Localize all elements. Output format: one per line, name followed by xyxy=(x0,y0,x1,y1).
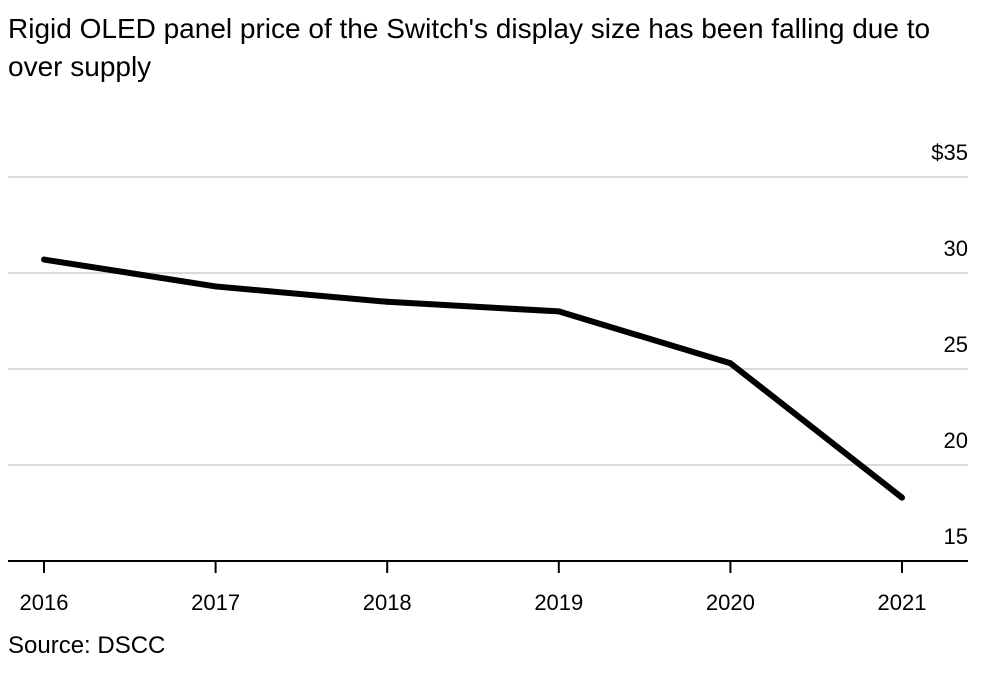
y-tick-label: 20 xyxy=(944,428,968,453)
data-point-2020 xyxy=(727,360,734,367)
y-tick-label: $35 xyxy=(931,140,968,165)
x-tick-label: 2020 xyxy=(706,590,755,615)
data-point-2016 xyxy=(41,256,47,263)
y-axis-tick-labels: $35 30 25 20 15 xyxy=(931,140,968,549)
x-tick-label: 2021 xyxy=(878,590,927,615)
data-point-2021 xyxy=(899,494,905,501)
chart-title: Rigid OLED panel price of the Switch's d… xyxy=(8,13,931,82)
y-tick-label: 15 xyxy=(944,524,968,549)
x-tick-label: 2016 xyxy=(20,590,69,615)
x-tick-label: 2018 xyxy=(363,590,412,615)
x-tick-label: 2017 xyxy=(191,590,240,615)
y-tick-label: 30 xyxy=(944,236,968,261)
x-axis xyxy=(8,560,968,573)
x-tick-label: 2019 xyxy=(534,590,583,615)
series xyxy=(41,256,905,501)
gridlines xyxy=(8,176,968,466)
series-line xyxy=(43,256,904,501)
y-tick-label: 25 xyxy=(944,332,968,357)
data-point-2018 xyxy=(384,298,391,305)
x-axis-tick-labels: 2016 2017 2018 2019 2020 2021 xyxy=(20,590,927,615)
data-point-2017 xyxy=(212,283,219,290)
data-point-2019 xyxy=(555,308,562,315)
source-note: Source: DSCC xyxy=(8,632,166,659)
